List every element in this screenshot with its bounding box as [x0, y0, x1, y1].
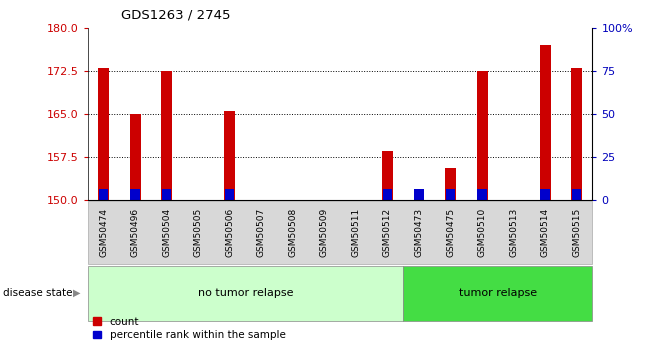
- Bar: [477, 189, 487, 200]
- Bar: [224, 111, 235, 200]
- Text: GSM50506: GSM50506: [225, 208, 234, 257]
- Text: no tumor relapse: no tumor relapse: [198, 288, 294, 298]
- Bar: [540, 45, 551, 200]
- Bar: [130, 114, 141, 200]
- Bar: [161, 71, 173, 200]
- Text: GDS1263 / 2745: GDS1263 / 2745: [121, 9, 230, 22]
- Text: GSM50515: GSM50515: [572, 208, 581, 257]
- Bar: [98, 68, 109, 200]
- Legend: count, percentile rank within the sample: count, percentile rank within the sample: [93, 317, 286, 340]
- Text: GSM50508: GSM50508: [288, 208, 298, 257]
- Bar: [162, 189, 171, 200]
- Bar: [540, 189, 550, 200]
- Bar: [414, 189, 424, 200]
- Text: GSM50475: GSM50475: [446, 208, 455, 257]
- Text: GSM50505: GSM50505: [194, 208, 202, 257]
- Bar: [477, 71, 488, 200]
- Text: GSM50514: GSM50514: [540, 208, 549, 257]
- Text: GSM50513: GSM50513: [509, 208, 518, 257]
- Text: GSM50473: GSM50473: [415, 208, 424, 257]
- Text: disease state: disease state: [3, 288, 73, 298]
- Text: tumor relapse: tumor relapse: [459, 288, 537, 298]
- Text: GSM50507: GSM50507: [256, 208, 266, 257]
- Bar: [446, 189, 455, 200]
- Bar: [382, 151, 393, 200]
- Bar: [130, 189, 140, 200]
- Text: GSM50511: GSM50511: [352, 208, 361, 257]
- Text: GSM50504: GSM50504: [162, 208, 171, 257]
- Text: GSM50474: GSM50474: [99, 208, 108, 257]
- Bar: [383, 189, 392, 200]
- Bar: [99, 189, 108, 200]
- Text: GSM50509: GSM50509: [320, 208, 329, 257]
- Bar: [225, 189, 234, 200]
- Bar: [571, 68, 582, 200]
- Text: GSM50496: GSM50496: [131, 208, 140, 257]
- Text: GSM50512: GSM50512: [383, 208, 392, 257]
- Text: GSM50510: GSM50510: [478, 208, 486, 257]
- Bar: [445, 168, 456, 200]
- Text: ▶: ▶: [73, 288, 81, 298]
- Bar: [572, 189, 581, 200]
